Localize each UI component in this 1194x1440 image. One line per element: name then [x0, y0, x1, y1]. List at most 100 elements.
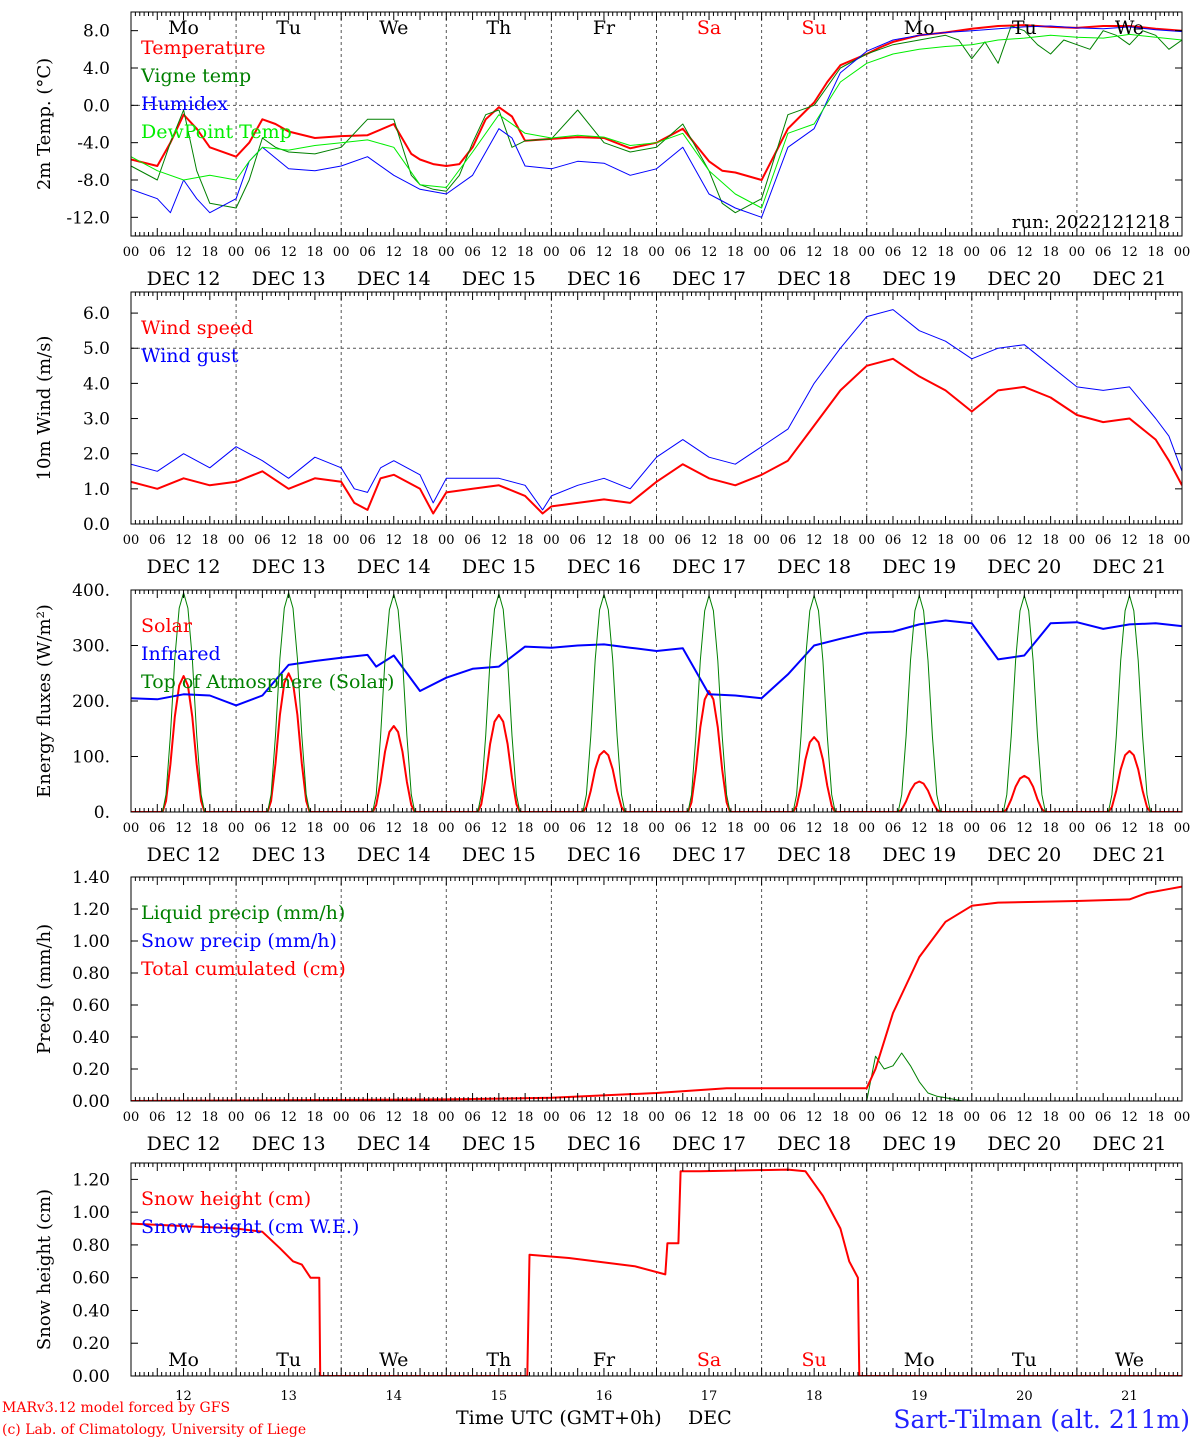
hour-tick-label: 06 — [885, 1110, 902, 1125]
hour-tick-label: 06 — [464, 245, 481, 260]
run-annotation: run: 2022121218 — [1012, 212, 1170, 233]
y-tick-label: 1.0 — [83, 480, 110, 500]
hour-tick-label: 12 — [491, 533, 508, 548]
station-name: Sart-Tilman (alt. 211m) — [893, 1405, 1190, 1434]
y-tick-label: 300. — [72, 637, 110, 657]
hour-tick-label: 00 — [648, 1110, 665, 1125]
hour-tick-label: 06 — [675, 533, 692, 548]
hour-tick-label: 00 — [228, 245, 245, 260]
legend-entry: DewPoint Temp — [141, 121, 292, 143]
weekday-label: Mo — [904, 1349, 935, 1371]
y-tick-label: 0.40 — [72, 1301, 110, 1321]
day-label: DEC 13 — [252, 556, 326, 578]
day-label: DEC 21 — [1093, 1133, 1167, 1155]
series-line-precip-0 — [131, 1052, 1182, 1101]
hour-tick-label: 00 — [964, 821, 981, 836]
series-line-flux-0 — [131, 672, 1182, 812]
hour-tick-label: 18 — [937, 245, 954, 260]
day-number-label: 15 — [491, 1389, 508, 1404]
hour-tick-label: 06 — [675, 821, 692, 836]
series-line-flux-2 — [131, 592, 1182, 812]
hour-tick-label: 12 — [701, 533, 718, 548]
series-line-temp-0 — [131, 24, 1182, 181]
hour-tick-label: 00 — [858, 533, 875, 548]
hour-tick-label: 00 — [858, 245, 875, 260]
weekday-label: Sa — [697, 17, 721, 39]
hour-tick-label: 00 — [1174, 821, 1191, 836]
hour-tick-label: 06 — [885, 245, 902, 260]
y-tick-label: 2.0 — [83, 445, 110, 465]
hour-tick-label: 12 — [596, 245, 613, 260]
hour-tick-label: 12 — [1121, 245, 1138, 260]
hour-tick-label: 18 — [202, 245, 219, 260]
hour-tick-label: 12 — [806, 1110, 823, 1125]
hour-tick-label: 18 — [727, 821, 744, 836]
day-label: DEC 21 — [1093, 844, 1167, 866]
hour-tick-label: 00 — [438, 245, 455, 260]
hour-tick-label: 00 — [648, 245, 665, 260]
hour-tick-label: 12 — [1121, 821, 1138, 836]
hour-tick-label: 06 — [780, 821, 797, 836]
hour-tick-label: 00 — [438, 1110, 455, 1125]
day-label: DEC 15 — [462, 556, 536, 578]
hour-tick-label: 12 — [911, 533, 928, 548]
hour-tick-label: 00 — [228, 1110, 245, 1125]
hour-tick-label: 00 — [753, 533, 770, 548]
day-label: DEC 17 — [672, 844, 746, 866]
hour-tick-label: 12 — [385, 821, 402, 836]
y-tick-label: 0.0 — [83, 515, 110, 535]
footer-credit: (c) Lab. of Climatology, University of L… — [2, 1422, 306, 1438]
series-line-temp-1 — [131, 25, 1182, 214]
y-tick-label: 200. — [72, 692, 110, 712]
hour-tick-label: 18 — [517, 245, 534, 260]
x-axis-label: Time UTC (GMT+0h) — [456, 1407, 662, 1429]
hour-tick-label: 12 — [911, 245, 928, 260]
series-line-wind-1 — [131, 309, 1182, 511]
hour-tick-label: 00 — [858, 821, 875, 836]
hour-tick-label: 12 — [701, 1110, 718, 1125]
hour-tick-label: 06 — [359, 821, 376, 836]
y-tick-label: 0.00 — [72, 1092, 110, 1112]
legend-entry: Wind gust — [141, 345, 239, 367]
hour-tick-label: 18 — [1147, 1110, 1164, 1125]
day-label: DEC 15 — [462, 844, 536, 866]
day-label: DEC 12 — [147, 1133, 221, 1155]
hour-tick-label: 06 — [254, 1110, 271, 1125]
hour-tick-label: 18 — [832, 533, 849, 548]
hour-tick-label: 18 — [937, 821, 954, 836]
hour-tick-label: 12 — [385, 533, 402, 548]
hour-tick-label: 00 — [1069, 245, 1086, 260]
legend-entry: Total cumulated (cm) — [141, 958, 346, 980]
panel-precip: 0.00 0.20 0.40 0.60 0.80 1.00 1.20 1.40 Precip (… — [34, 868, 1190, 1155]
hour-tick-label: 18 — [517, 821, 534, 836]
day-number-label: 12 — [175, 1389, 192, 1404]
hour-tick-label: 00 — [438, 533, 455, 548]
hour-tick-label: 12 — [806, 533, 823, 548]
y-tick-label: 1.20 — [72, 900, 110, 920]
series-line-temp-3 — [131, 33, 1182, 209]
hour-tick-label: 06 — [885, 821, 902, 836]
hour-tick-label: 18 — [727, 245, 744, 260]
hour-tick-label: 00 — [438, 821, 455, 836]
hour-tick-label: 18 — [727, 533, 744, 548]
hour-tick-label: 18 — [307, 533, 324, 548]
day-label: DEC 19 — [882, 556, 956, 578]
day-label: DEC 16 — [567, 268, 641, 290]
panel-flux: 0. 100. 200. 300. 400. Energy fluxes (W/m²) So… — [34, 581, 1190, 866]
weekday-label: Fr — [593, 17, 616, 39]
y-tick-label: -4.0 — [77, 134, 110, 154]
legend-entry: Humidex — [141, 93, 228, 115]
hour-tick-label: 00 — [543, 533, 560, 548]
y-tick-label: 0.20 — [72, 1060, 110, 1080]
hour-tick-label: 18 — [202, 1110, 219, 1125]
hour-tick-label: 00 — [123, 1110, 140, 1125]
weekday-label: Su — [802, 1349, 827, 1371]
legend-entry: Snow height (cm W.E.) — [141, 1216, 359, 1238]
hour-tick-label: 00 — [753, 245, 770, 260]
hour-tick-label: 18 — [832, 245, 849, 260]
y-axis-label: Snow height (cm) — [34, 1189, 55, 1350]
hour-tick-label: 12 — [701, 821, 718, 836]
hour-tick-label: 00 — [1174, 1110, 1191, 1125]
weekday-label: We — [379, 1349, 408, 1371]
hour-tick-label: 12 — [1016, 245, 1033, 260]
